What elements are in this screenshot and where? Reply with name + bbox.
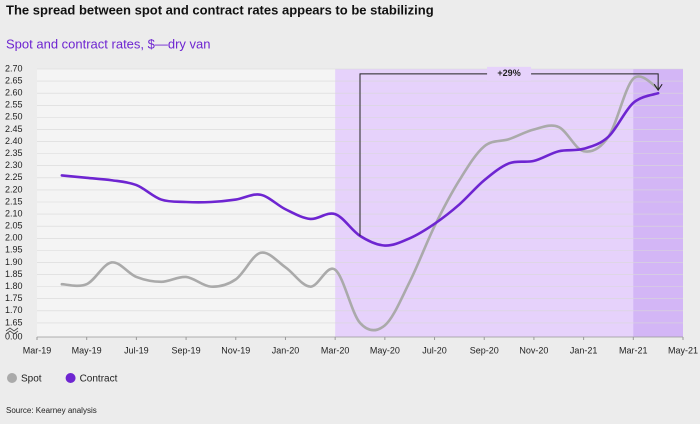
y-tick-label: 2.15 — [5, 196, 23, 206]
x-tick-label: Jan-21 — [570, 345, 598, 355]
x-tick-label: Jul-20 — [422, 345, 447, 355]
y-tick-label: 2.65 — [5, 75, 23, 85]
legend-label: Spot — [21, 374, 42, 385]
x-tick-label: Nov-19 — [221, 345, 250, 355]
y-tick-label: 2.50 — [5, 112, 23, 122]
y-tick-label: 2.10 — [5, 208, 23, 218]
y-tick-label: 2.00 — [5, 233, 23, 243]
y-tick-label: 2.55 — [5, 100, 23, 110]
y-tick-label: 1.85 — [5, 269, 23, 279]
y-tick-label: 1.95 — [5, 245, 23, 255]
y-tick-label: 2.30 — [5, 160, 23, 170]
x-tick-label: Jan-20 — [272, 345, 300, 355]
x-tick-label: Jul-19 — [124, 345, 149, 355]
annotation-text: +29% — [497, 68, 520, 78]
y-tick-label: 2.20 — [5, 184, 23, 194]
y-tick-label: 2.60 — [5, 88, 23, 98]
x-tick-label: Mar-21 — [619, 345, 648, 355]
highlight-band — [335, 69, 683, 337]
x-tick-label: Mar-20 — [321, 345, 350, 355]
axis-break — [5, 327, 19, 335]
chart-subtitle: Spot and contract rates, $—dry van — [6, 36, 211, 51]
legend-label: Contract — [80, 374, 118, 385]
x-tick-label: May-19 — [72, 345, 102, 355]
y-tick-label: 1.90 — [5, 257, 23, 267]
series-line — [60, 75, 660, 332]
x-tick-label: Nov-20 — [519, 345, 548, 355]
annotation-box — [487, 66, 532, 81]
x-tick-label: May-21 — [668, 345, 698, 355]
x-tick-label: Sep-20 — [470, 345, 499, 355]
x-tick-label: May-20 — [370, 345, 400, 355]
y-tick-label: 2.25 — [5, 172, 23, 182]
y-tick-label: 1.80 — [5, 281, 23, 291]
legend-marker — [7, 373, 17, 383]
legend-marker — [65, 373, 76, 383]
y-tick-label: 2.40 — [5, 136, 23, 146]
annotation-arrow — [653, 83, 663, 92]
series-line — [60, 91, 660, 247]
highlight-band — [633, 69, 683, 337]
y-tick-label: 2.45 — [5, 124, 23, 134]
y-tick-label: 2.05 — [5, 221, 23, 231]
y-tick-label: 0.00 — [5, 331, 23, 341]
y-tick-label: 2.70 — [5, 63, 23, 73]
x-tick-label: Sep-19 — [172, 345, 201, 355]
source: Source: Kearney analysis — [6, 406, 97, 415]
x-tick-label: Mar-19 — [23, 345, 52, 355]
chart-title: The spread between spot and contract rat… — [6, 2, 434, 17]
y-tick-label: 1.70 — [5, 305, 23, 315]
y-tick-label: 1.65 — [5, 317, 23, 327]
y-tick-label: 1.75 — [5, 293, 23, 303]
y-tick-label: 2.35 — [5, 148, 23, 158]
